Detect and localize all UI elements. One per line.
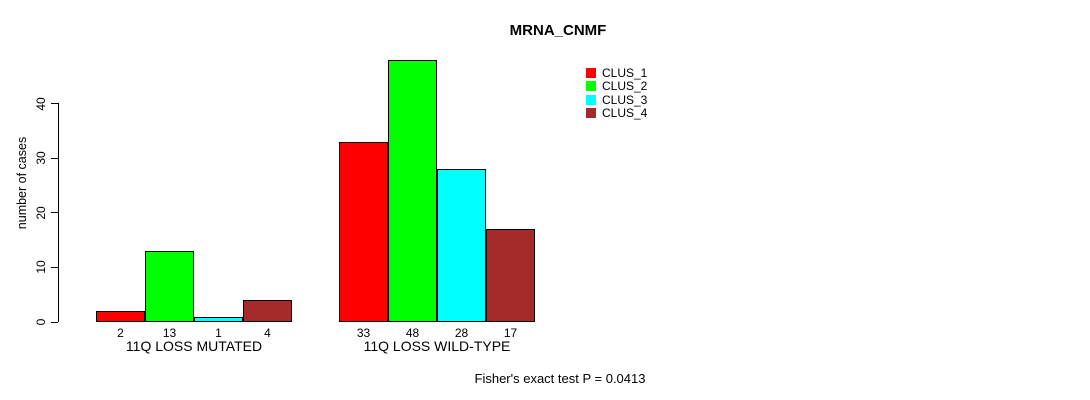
bar-clus_2-group2 bbox=[388, 59, 437, 322]
bar-value-label: 1 bbox=[215, 326, 222, 340]
legend-label: CLUS_4 bbox=[602, 106, 648, 121]
bar-value-label: 48 bbox=[405, 326, 420, 340]
legend-item-clus_3: CLUS_3 bbox=[586, 93, 647, 107]
legend-label: CLUS_1 bbox=[602, 65, 648, 80]
bar-value-label: 28 bbox=[454, 326, 469, 340]
bar-clus_1-group1 bbox=[96, 311, 145, 322]
bar-value-label: 13 bbox=[162, 326, 177, 340]
y-tick-mark bbox=[51, 103, 58, 104]
bar-clus_1-group2 bbox=[339, 141, 388, 322]
bar-value-label: 4 bbox=[264, 326, 271, 340]
y-tick-label: 20 bbox=[34, 206, 48, 220]
y-tick-label: 30 bbox=[34, 151, 48, 165]
legend-label: CLUS_2 bbox=[602, 79, 648, 94]
bar-clus_4-group2 bbox=[486, 229, 535, 322]
legend-swatch-clus_2 bbox=[586, 81, 596, 92]
y-tick-mark bbox=[51, 321, 58, 323]
bar-value-label: 17 bbox=[503, 326, 518, 340]
y-tick-mark bbox=[51, 212, 58, 214]
legend: CLUS_1 CLUS_2 CLUS_3 CLUS_4 bbox=[586, 66, 647, 120]
y-tick-mark bbox=[51, 266, 58, 268]
legend-label: CLUS_3 bbox=[602, 92, 648, 107]
legend-swatch-clus_4 bbox=[586, 108, 596, 119]
bar-clus_3-group2 bbox=[437, 169, 486, 322]
category-label: 11Q LOSS WILD-TYPE bbox=[363, 338, 511, 354]
y-axis-label: number of cases bbox=[15, 136, 29, 230]
y-tick-label: 40 bbox=[34, 96, 48, 111]
chart-title: MRNA_CNMF bbox=[509, 22, 607, 39]
bar-clus_4-group1 bbox=[243, 300, 292, 322]
bar-value-label: 33 bbox=[356, 326, 371, 340]
y-tick-mark bbox=[51, 157, 58, 159]
y-tick-label: 0 bbox=[34, 318, 48, 326]
annotation: Fisher's exact test P = 0.0413 bbox=[474, 371, 646, 386]
legend-item-clus_2: CLUS_2 bbox=[586, 79, 648, 94]
legend-swatch-clus_1 bbox=[586, 67, 596, 78]
y-tick-label: 10 bbox=[34, 260, 48, 275]
legend-item-clus_1: CLUS_1 bbox=[586, 66, 647, 80]
category-label: 11Q LOSS MUTATED bbox=[125, 338, 263, 354]
bar-clus_2-group1 bbox=[145, 250, 194, 322]
bar-clus_3-group1 bbox=[194, 316, 243, 322]
legend-item-clus_4: CLUS_4 bbox=[586, 106, 648, 121]
bar-value-label: 2 bbox=[117, 326, 124, 340]
legend-swatch-clus_3 bbox=[586, 94, 596, 105]
y-axis-line bbox=[58, 103, 59, 322]
